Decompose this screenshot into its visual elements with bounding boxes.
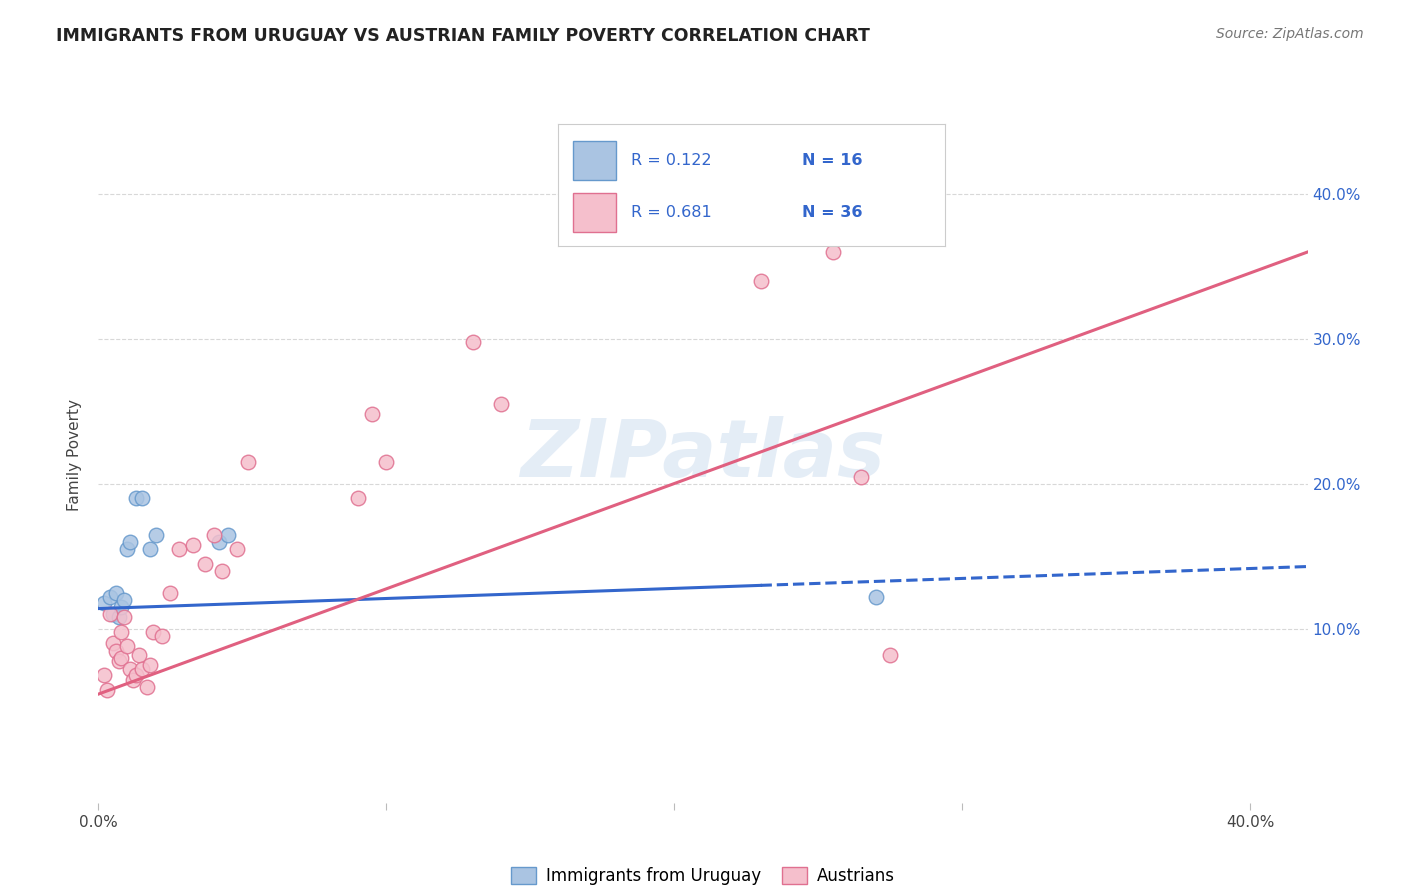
Point [851, 469, 873, 483]
Point [104, 585, 127, 599]
Point [120, 662, 142, 677]
Point [461, 334, 484, 349]
Point [879, 648, 901, 662]
Point [110, 600, 132, 615]
Legend: Immigrants from Uruguay, Austrians: Immigrants from Uruguay, Austrians [512, 867, 894, 885]
Point [101, 636, 124, 650]
Point [122, 673, 145, 687]
Point [202, 527, 225, 541]
Point [211, 564, 233, 578]
Point [125, 668, 148, 682]
Point [101, 607, 124, 622]
Point [167, 542, 190, 557]
Point [110, 624, 132, 639]
Point [749, 274, 772, 288]
Point [150, 629, 173, 643]
Point [139, 542, 162, 557]
Point [120, 535, 142, 549]
Point [93, 668, 115, 682]
Point [208, 535, 231, 549]
Point [125, 491, 148, 506]
Point [236, 455, 259, 469]
Point [93, 596, 115, 610]
Point [128, 648, 150, 662]
Point [98, 607, 121, 622]
Point [110, 651, 132, 665]
Point [346, 491, 368, 506]
Point [136, 680, 159, 694]
Point [217, 527, 239, 541]
Point [375, 455, 398, 469]
Point [183, 538, 205, 552]
Point [491, 397, 513, 411]
Point [112, 610, 135, 624]
Point [361, 407, 384, 422]
Point [104, 643, 127, 657]
Point [821, 244, 844, 259]
Point [194, 557, 217, 571]
Point [115, 639, 138, 653]
Point [139, 658, 162, 673]
Point [112, 592, 135, 607]
Point [107, 654, 129, 668]
Y-axis label: Family Poverty: Family Poverty [67, 399, 83, 511]
Point [865, 590, 887, 604]
Point [115, 542, 138, 557]
Text: ZIPatlas: ZIPatlas [520, 416, 886, 494]
Point [225, 542, 247, 557]
Point [159, 585, 181, 599]
Point [98, 590, 121, 604]
Point [142, 624, 165, 639]
Point [131, 662, 153, 677]
Text: IMMIGRANTS FROM URUGUAY VS AUSTRIAN FAMILY POVERTY CORRELATION CHART: IMMIGRANTS FROM URUGUAY VS AUSTRIAN FAMI… [56, 27, 870, 45]
Point [145, 527, 167, 541]
Text: Source: ZipAtlas.com: Source: ZipAtlas.com [1216, 27, 1364, 41]
Point [107, 610, 129, 624]
Point [96, 682, 118, 697]
Point [131, 491, 153, 506]
